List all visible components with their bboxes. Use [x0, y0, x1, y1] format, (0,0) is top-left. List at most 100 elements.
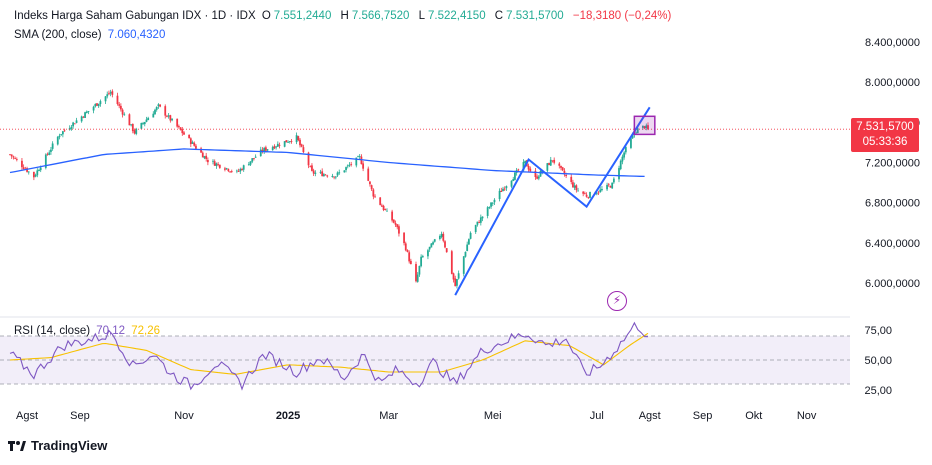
candle-body — [394, 222, 397, 225]
candle-body — [152, 113, 155, 118]
candle-body — [527, 165, 530, 170]
candle-body — [288, 141, 291, 143]
candle-body — [345, 167, 347, 171]
candle-body — [84, 112, 86, 118]
candle-body — [48, 152, 51, 155]
price-axis-tick: 6.800,0000 — [865, 198, 920, 210]
low-value: 7.522,4150 — [428, 10, 486, 22]
candle-body — [212, 160, 214, 162]
candle-body — [154, 109, 156, 115]
time-axis-tick: Sep — [693, 410, 713, 422]
time-axis-tick: Nov — [797, 410, 817, 422]
sma-legend[interactable]: SMA (200, close) 7.060,4320 — [14, 29, 168, 41]
candle-body — [131, 124, 134, 132]
candle-body — [307, 152, 310, 166]
candle-body — [350, 164, 353, 165]
candle-body — [60, 134, 63, 135]
candle-body — [10, 154, 13, 157]
candle-body — [247, 164, 250, 166]
candle-body — [427, 250, 429, 257]
candle-body — [647, 125, 649, 130]
time-axis[interactable]: Agst Sep Nov 2025 Mar Mei Jul Agst Sep Okt Nov — [16, 410, 817, 422]
candle-body — [450, 251, 453, 274]
candle-body — [75, 120, 78, 123]
lightning-alert-icon[interactable]: ⚡ — [607, 291, 627, 311]
candle-body — [379, 197, 382, 205]
rsi-axis-tick: 50,00 — [864, 355, 892, 367]
candle-body — [118, 104, 121, 106]
candle-body — [321, 171, 324, 177]
candle-body — [444, 241, 446, 248]
candle-body — [619, 160, 622, 170]
candle-body — [80, 116, 83, 122]
candle-body — [195, 145, 197, 149]
last-price-tag: 7.531,5700 05:33:36 — [851, 118, 919, 152]
candle-body — [572, 182, 574, 188]
candle-body — [623, 152, 626, 158]
rsi-pane[interactable]: 75,00 50,00 25,00 — [0, 321, 892, 397]
rsi-legend[interactable]: RSI (14, close) 70,12 72,26 — [14, 325, 163, 337]
brand-name: TradingView — [31, 438, 108, 453]
candle-body — [309, 166, 312, 168]
candle-body — [478, 222, 481, 223]
time-axis-tick: Agst — [16, 410, 38, 422]
candle-body — [188, 134, 191, 139]
candle-body — [242, 165, 245, 170]
candle-body — [271, 147, 274, 151]
candle-body — [539, 170, 542, 177]
candle-body — [278, 144, 281, 146]
candle-body — [26, 168, 28, 172]
time-axis-tick: Okt — [745, 410, 762, 422]
candle-body — [404, 243, 407, 251]
candle-body — [599, 189, 602, 193]
candle-body — [442, 233, 445, 241]
candle-body — [561, 167, 564, 171]
candle-body — [641, 125, 644, 128]
candle-body — [217, 164, 220, 165]
candle-body — [372, 189, 375, 197]
candle-body — [589, 192, 591, 198]
candle-body — [273, 146, 276, 149]
candle-body — [558, 163, 561, 166]
candle-body — [259, 149, 262, 157]
candle-body — [384, 209, 387, 211]
candle-body — [537, 176, 540, 179]
candle-body — [324, 174, 327, 176]
candle-body — [128, 114, 131, 126]
candle-body — [36, 170, 39, 176]
candle-body — [176, 118, 179, 127]
candle-body — [206, 159, 209, 163]
candle-body — [253, 158, 255, 159]
candle-body — [452, 273, 455, 280]
candle-body — [524, 160, 527, 163]
candle-body — [386, 210, 388, 212]
sma-line — [9, 148, 645, 178]
candle-body — [611, 182, 614, 189]
candle-body — [396, 224, 399, 228]
candle-body — [275, 146, 278, 148]
candle-body — [143, 122, 146, 125]
tradingview-logo[interactable]: TradingView — [8, 438, 107, 453]
candle-body — [348, 164, 351, 166]
candle-body — [469, 232, 472, 239]
candle-body — [251, 158, 254, 162]
candle-body — [44, 154, 47, 168]
price-pane[interactable]: 8.400,00008.000,00007.600,00007.200,0000… — [0, 37, 920, 296]
candle-body — [643, 126, 646, 129]
candle-body — [46, 153, 49, 155]
candle-body — [229, 171, 231, 173]
candle-body — [201, 152, 204, 158]
candle-body — [502, 188, 504, 192]
candle-body — [213, 161, 216, 166]
candle-body — [391, 211, 394, 221]
candle-body — [582, 191, 585, 194]
candle-body — [338, 172, 341, 174]
candle-body — [630, 138, 632, 148]
candle-body — [421, 256, 424, 258]
candle-body — [51, 143, 54, 149]
candle-body — [403, 232, 405, 244]
candle-body — [237, 171, 240, 172]
candle-body — [297, 136, 300, 141]
candle-body — [263, 147, 266, 152]
